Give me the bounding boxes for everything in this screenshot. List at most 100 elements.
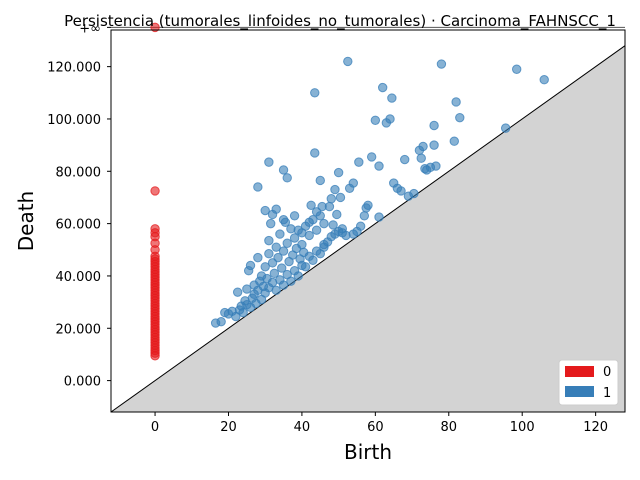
point-series-1 [418, 141, 428, 152]
point-series-1 [455, 112, 465, 123]
point-series-1 [315, 175, 325, 186]
point-series-1 [377, 82, 388, 93]
point-series-1 [332, 209, 342, 220]
point-series-1 [330, 184, 340, 195]
y-tick-label: 120.000 [47, 61, 101, 76]
point-series-1 [387, 93, 397, 103]
y-tick-label: 60.000 [56, 218, 102, 233]
point-series-1 [278, 214, 289, 225]
point-series-1 [355, 221, 366, 231]
point-series-1 [539, 75, 549, 85]
point-series-1 [266, 218, 276, 229]
point-series-0 [150, 186, 160, 196]
chart-title: Persistencia (tumorales_linfoides_no_tum… [64, 12, 616, 31]
point-series-1 [278, 165, 289, 175]
x-tick-label: 80 [440, 420, 457, 435]
point-series-1 [282, 238, 292, 248]
point-series-1 [238, 307, 248, 318]
point-series-1 [354, 157, 364, 167]
point-series-1 [289, 233, 300, 243]
point-series-1 [277, 263, 287, 273]
point-series-1 [271, 285, 281, 296]
point-series-1 [275, 229, 285, 239]
point-series-1 [245, 260, 256, 271]
point-series-1 [409, 188, 419, 199]
point-series-1 [289, 211, 300, 221]
point-series-1 [319, 242, 329, 252]
x-tick-label: 120 [583, 420, 608, 435]
point-series-1 [260, 205, 270, 216]
point-series-1 [311, 207, 322, 217]
point-series-1 [269, 268, 280, 279]
y-tick-label: 0.000 [64, 375, 101, 390]
point-series-1 [348, 178, 359, 188]
point-series-1 [293, 271, 303, 281]
x-tick-label: 0 [151, 420, 159, 435]
point-series-1 [429, 120, 439, 131]
y-tick-label: 20.000 [56, 322, 102, 337]
x-axis-ticks: 0 20 40 60 80 100 120 [151, 412, 608, 435]
x-tick-label: 100 [510, 420, 535, 435]
legend-swatch-0 [565, 366, 594, 377]
legend-swatch-1 [565, 386, 594, 397]
point-series-1 [282, 173, 292, 183]
diagonal-line [110, 45, 626, 413]
x-tick-label: 40 [294, 420, 311, 435]
point-series-1 [264, 157, 274, 167]
point-series-1 [311, 225, 322, 235]
y-axis-ticks: 0.000 20.000 40.000 60.000 80.000 100.000 120.… [47, 26, 111, 390]
point-series-1 [400, 154, 410, 165]
point-series-1 [348, 229, 359, 239]
point-series-1 [297, 228, 307, 238]
point-series-1 [278, 280, 289, 290]
point-series-1 [335, 192, 346, 203]
point-series-1 [436, 59, 447, 69]
point-series-1 [216, 317, 226, 327]
point-series-1 [451, 97, 461, 107]
point-series-1 [337, 228, 347, 238]
point-series-1 [363, 200, 373, 211]
point-series-1 [306, 200, 316, 211]
point-series-1 [431, 161, 441, 171]
point-series-1 [319, 218, 329, 229]
point-series-1 [308, 255, 318, 265]
point-series-1 [385, 114, 395, 124]
point-series-1 [273, 252, 283, 263]
y-tick-label: 80.000 [56, 165, 102, 180]
legend: 0 1 [558, 359, 619, 406]
point-series-1 [242, 284, 252, 294]
infinity-tick-label: +∞ [79, 21, 101, 36]
point-series-1 [416, 153, 426, 163]
legend-label-0: 0 [603, 365, 611, 380]
point-series-1 [264, 235, 274, 246]
point-series-1 [500, 123, 511, 133]
x-tick-label: 20 [220, 420, 237, 435]
point-series-1 [370, 115, 381, 125]
y-tick-label: 40.000 [56, 270, 102, 285]
point-series-1 [304, 217, 314, 228]
point-series-1 [359, 211, 370, 221]
point-series-1 [374, 161, 384, 171]
point-series-1 [260, 262, 270, 272]
point-series-1 [253, 182, 263, 192]
point-series-1 [286, 276, 296, 286]
x-tick-label: 60 [367, 420, 384, 435]
point-series-1 [310, 148, 320, 158]
point-series-1 [232, 287, 243, 297]
point-series-1 [511, 64, 522, 74]
point-series-1 [326, 194, 336, 204]
x-axis-label: Birth [344, 440, 392, 464]
point-series-1 [449, 136, 459, 146]
point-series-1 [300, 262, 311, 272]
point-series-1 [271, 242, 281, 252]
point-series-1 [374, 212, 384, 222]
point-series-1 [310, 88, 320, 98]
point-series-1 [278, 246, 289, 256]
axes-frame [110, 29, 626, 413]
point-series-0 [150, 22, 160, 33]
point-series-1 [297, 239, 307, 250]
point-series-1 [324, 201, 335, 212]
point-series-1 [253, 252, 263, 263]
legend-label-1: 1 [603, 386, 611, 401]
